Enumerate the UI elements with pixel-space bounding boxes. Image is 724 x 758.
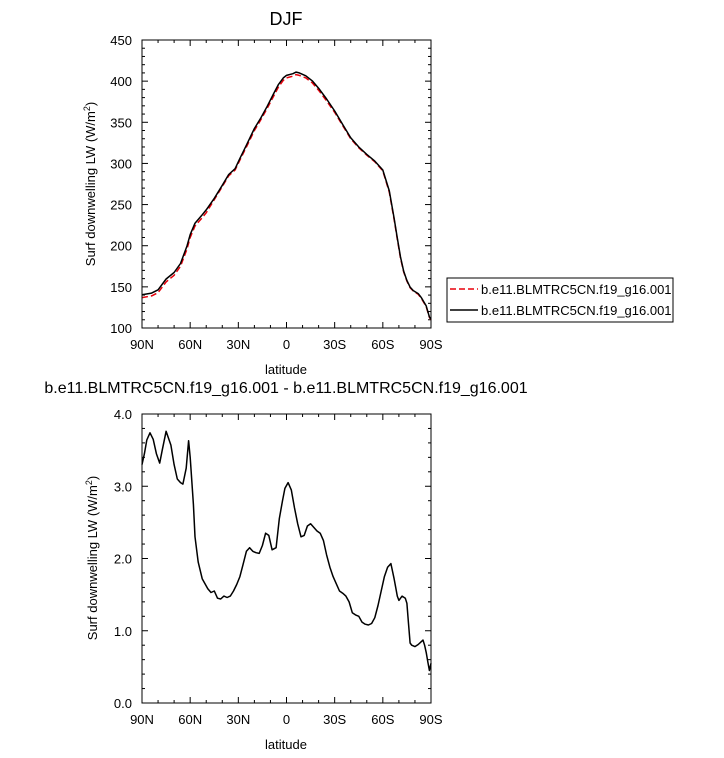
y-tick-label: 350	[110, 115, 132, 130]
bottom-y-axis-label-main: Surf downwelling LW (W/m	[85, 485, 100, 640]
y-tick-label: 300	[110, 156, 132, 171]
top-x-tick-labels: 90N 60N 30N 0 30S 60S 90S	[130, 337, 443, 352]
legend-label-series-2: b.e11.BLMTRC5CN.f19_g16.001	[481, 303, 672, 318]
bottom-y-axis-label-sup: 2	[84, 480, 94, 485]
y-tick-label: 2.0	[114, 552, 132, 567]
y-tick-label: 450	[110, 33, 132, 48]
top-y-axis-label-main: Surf downwelling LW (W/m	[83, 111, 98, 266]
top-chart-title: DJF	[270, 9, 303, 29]
top-y-axis-label-tail: )	[83, 102, 98, 106]
top-x-axis-label: latitude	[265, 362, 307, 377]
bottom-x-tick-labels: 90N 60N 30N 0 30S 60S 90S	[130, 712, 443, 727]
y-tick-label: 250	[110, 198, 132, 213]
bottom-x-axis-label: latitude	[265, 737, 307, 752]
x-tick-label: 60N	[178, 712, 202, 727]
top-chart: DJF 100 150 200 250 300 350 400 450 90N 60N 30N 0 3…	[82, 9, 674, 377]
bottom-tick-marks	[141, 413, 432, 704]
bottom-chart-title: b.e11.BLMTRC5CN.f19_g16.001 - b.e11.BLMT…	[44, 380, 527, 397]
legend-label-series-1: b.e11.BLMTRC5CN.f19_g16.001	[481, 282, 672, 297]
series-line-2	[141, 71, 432, 320]
x-tick-label: 30N	[226, 712, 250, 727]
bottom-plot-frame	[141, 413, 432, 704]
bottom-chart: b.e11.BLMTRC5CN.f19_g16.001 - b.e11.BLMT…	[44, 380, 527, 752]
top-y-tick-labels: 100 150 200 250 300 350 400 450	[110, 33, 132, 336]
y-tick-label: 4.0	[114, 407, 132, 422]
legend: b.e11.BLMTRC5CN.f19_g16.001 b.e11.BLMTRC…	[446, 277, 674, 323]
y-tick-label: 400	[110, 74, 132, 89]
y-tick-label: 3.0	[114, 479, 132, 494]
y-tick-label: 0.0	[114, 696, 132, 711]
x-tick-label: 60N	[178, 337, 202, 352]
series-line-1	[141, 430, 432, 672]
x-tick-label: 0	[283, 337, 290, 352]
bottom-y-axis-label: Surf downwelling LW (W/m2)	[84, 476, 100, 640]
top-y-axis-label-sup: 2	[82, 106, 92, 111]
series-line-1	[141, 73, 432, 321]
x-tick-label: 90S	[419, 337, 442, 352]
bottom-y-axis-label-tail: )	[85, 476, 100, 480]
x-tick-label: 90N	[130, 337, 154, 352]
x-tick-label: 30S	[323, 337, 346, 352]
bottom-y-tick-labels: 0.0 1.0 2.0 3.0 4.0	[114, 407, 132, 711]
y-tick-label: 200	[110, 239, 132, 254]
x-tick-label: 30S	[323, 712, 346, 727]
legend-box	[446, 277, 674, 323]
x-tick-label: 90S	[419, 712, 442, 727]
y-tick-label: 150	[110, 280, 132, 295]
top-y-axis-label: Surf downwelling LW (W/m2)	[82, 102, 98, 266]
y-tick-label: 100	[110, 321, 132, 336]
x-tick-label: 30N	[226, 337, 250, 352]
top-series-lines	[141, 71, 432, 321]
x-tick-label: 90N	[130, 712, 154, 727]
top-plot-frame	[141, 39, 432, 329]
x-tick-label: 60S	[371, 337, 394, 352]
y-tick-label: 1.0	[114, 624, 132, 639]
x-tick-label: 0	[283, 712, 290, 727]
x-tick-label: 60S	[371, 712, 394, 727]
bottom-series-lines	[141, 430, 432, 672]
